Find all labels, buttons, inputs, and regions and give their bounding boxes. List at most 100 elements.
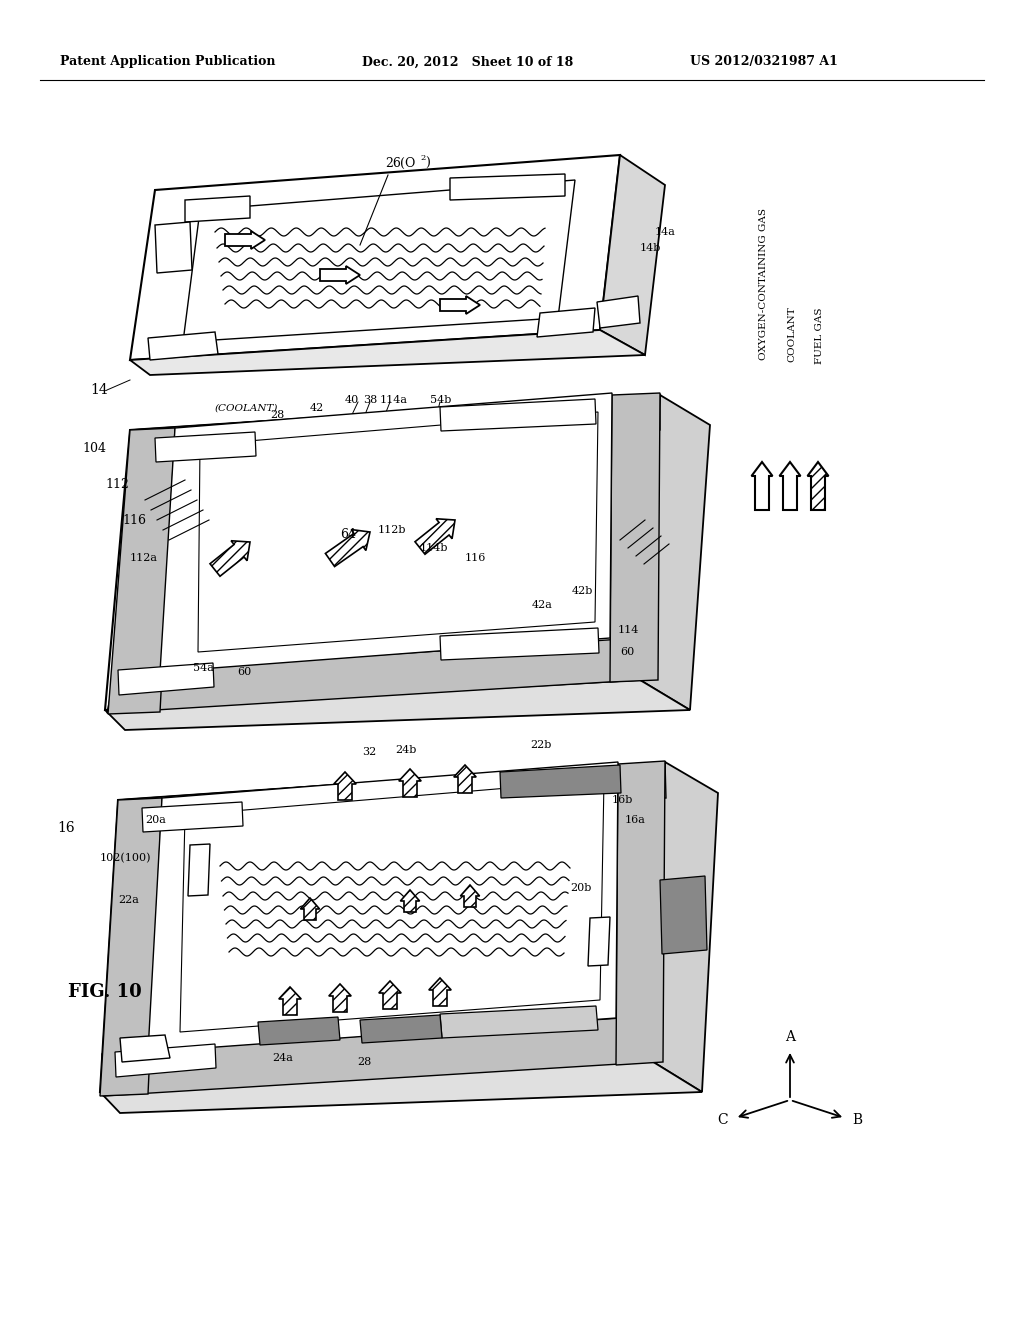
Polygon shape: [100, 762, 665, 1092]
Text: 54a: 54a: [193, 663, 214, 673]
Polygon shape: [118, 762, 666, 836]
Text: COOLANT: COOLANT: [787, 306, 797, 362]
Text: C: C: [718, 1113, 728, 1127]
Text: 28: 28: [357, 1057, 372, 1067]
Text: 114b: 114b: [420, 543, 449, 553]
Polygon shape: [610, 393, 660, 682]
Text: (COOLANT): (COOLANT): [215, 404, 279, 412]
Polygon shape: [258, 1016, 340, 1045]
Polygon shape: [440, 628, 599, 660]
Polygon shape: [130, 395, 660, 465]
Text: 26: 26: [385, 157, 400, 170]
Text: Dec. 20, 2012   Sheet 10 of 18: Dec. 20, 2012 Sheet 10 of 18: [362, 55, 573, 69]
Text: OXYGEN-CONTAINING GAS: OXYGEN-CONTAINING GAS: [760, 209, 768, 360]
Polygon shape: [130, 330, 645, 375]
FancyArrow shape: [429, 978, 452, 1006]
Polygon shape: [537, 308, 595, 337]
Text: ): ): [425, 157, 430, 170]
FancyArrow shape: [300, 898, 319, 920]
FancyArrow shape: [329, 983, 351, 1012]
Polygon shape: [500, 766, 621, 799]
Text: 14: 14: [90, 383, 108, 397]
Text: 32: 32: [362, 747, 376, 756]
Polygon shape: [440, 399, 596, 432]
Polygon shape: [450, 174, 565, 201]
FancyArrow shape: [808, 462, 828, 510]
Polygon shape: [105, 680, 690, 730]
Text: 60: 60: [620, 647, 634, 657]
FancyArrow shape: [415, 519, 455, 554]
Text: 42b: 42b: [572, 586, 593, 597]
Text: FUEL GAS: FUEL GAS: [815, 308, 824, 364]
Polygon shape: [148, 333, 218, 360]
Text: 42: 42: [310, 403, 325, 413]
Text: 24b: 24b: [395, 744, 417, 755]
Text: 114: 114: [618, 624, 639, 635]
Text: 116: 116: [465, 553, 486, 564]
Text: 20a: 20a: [145, 814, 166, 825]
Text: 22b: 22b: [530, 741, 551, 750]
Text: 40: 40: [345, 395, 359, 405]
Text: 54b: 54b: [430, 395, 452, 405]
Text: 116: 116: [122, 513, 146, 527]
Polygon shape: [148, 762, 618, 1052]
Polygon shape: [106, 638, 640, 713]
FancyArrow shape: [334, 772, 356, 800]
Polygon shape: [440, 1006, 598, 1038]
Text: 64: 64: [340, 528, 356, 541]
Text: 102(100): 102(100): [100, 853, 152, 863]
Polygon shape: [142, 803, 243, 832]
Text: 114a: 114a: [380, 395, 408, 405]
Text: 28: 28: [270, 411, 285, 420]
Text: Patent Application Publication: Patent Application Publication: [60, 55, 275, 69]
Text: 20b: 20b: [570, 883, 592, 894]
FancyArrow shape: [319, 267, 360, 284]
Text: FIG. 10: FIG. 10: [68, 983, 141, 1001]
Polygon shape: [160, 393, 612, 672]
Text: 24a: 24a: [272, 1053, 293, 1063]
Text: US 2012/0321987 A1: US 2012/0321987 A1: [690, 55, 838, 69]
FancyArrow shape: [440, 296, 480, 314]
Text: 16b: 16b: [612, 795, 634, 805]
Polygon shape: [108, 428, 175, 714]
Polygon shape: [588, 917, 610, 966]
Polygon shape: [597, 296, 640, 327]
FancyArrow shape: [225, 231, 265, 249]
FancyArrow shape: [400, 890, 420, 912]
Text: B: B: [852, 1113, 862, 1127]
Polygon shape: [360, 1015, 442, 1043]
Text: 42a: 42a: [532, 601, 553, 610]
FancyArrow shape: [461, 884, 479, 907]
FancyArrow shape: [379, 981, 401, 1008]
Polygon shape: [155, 432, 256, 462]
Text: 16a: 16a: [625, 814, 646, 825]
Text: 112b: 112b: [378, 525, 407, 535]
FancyArrow shape: [279, 987, 301, 1015]
Text: A: A: [785, 1030, 795, 1044]
Polygon shape: [115, 1044, 216, 1077]
Polygon shape: [616, 762, 665, 1065]
Text: 14a: 14a: [655, 227, 676, 238]
Polygon shape: [600, 154, 665, 355]
Text: (O: (O: [400, 157, 416, 170]
Polygon shape: [650, 762, 718, 1092]
Text: 60: 60: [237, 667, 251, 677]
Polygon shape: [640, 395, 710, 710]
FancyArrow shape: [210, 541, 250, 577]
FancyArrow shape: [454, 766, 476, 793]
Text: 112: 112: [105, 479, 129, 491]
Polygon shape: [185, 195, 250, 222]
Polygon shape: [155, 222, 193, 273]
Text: 22a: 22a: [118, 895, 139, 906]
Polygon shape: [120, 1035, 170, 1063]
FancyArrow shape: [752, 462, 772, 510]
Polygon shape: [100, 1060, 702, 1113]
Text: 16: 16: [57, 821, 75, 836]
Text: 112a: 112a: [130, 553, 158, 564]
Polygon shape: [183, 180, 575, 342]
FancyArrow shape: [398, 770, 421, 797]
Polygon shape: [198, 412, 598, 652]
Polygon shape: [188, 843, 210, 896]
Polygon shape: [180, 780, 604, 1032]
Polygon shape: [102, 1016, 652, 1096]
